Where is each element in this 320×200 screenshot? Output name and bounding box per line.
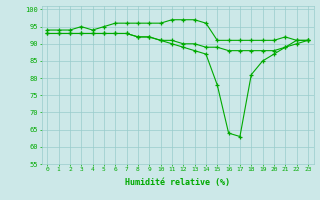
X-axis label: Humidité relative (%): Humidité relative (%) — [125, 178, 230, 187]
